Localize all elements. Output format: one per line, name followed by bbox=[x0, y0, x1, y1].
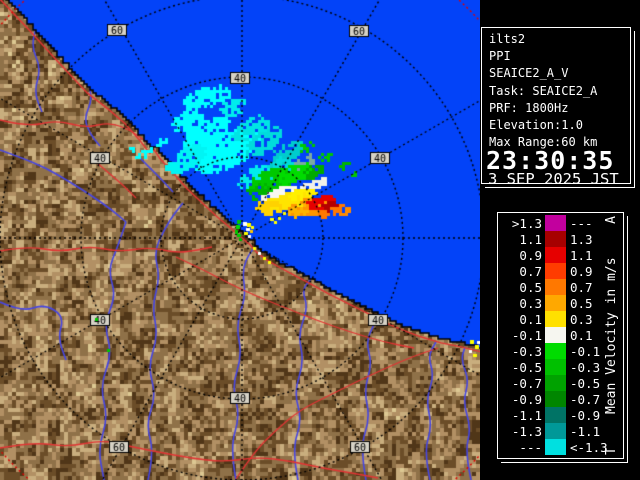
legend-color-swatch bbox=[545, 215, 566, 231]
legend-lower-bound: -0.3 bbox=[511, 343, 542, 359]
info-line-5: Elevation:1.0 bbox=[489, 118, 583, 133]
legend-upper-bound: -0.3 bbox=[570, 359, 601, 375]
legend-color-swatch bbox=[545, 231, 566, 247]
legend-row-14: --- <-1.3 bbox=[502, 439, 608, 455]
legend-color-swatch bbox=[545, 279, 566, 295]
legend-color-swatch bbox=[545, 247, 566, 263]
legend-color-swatch bbox=[545, 343, 566, 359]
velocity-legend-panel: >1.3 --- 1.1 1.3 0.9 1.1 0.7 0.9 0.5 0.7 0.3 0.5 0.1… bbox=[497, 212, 624, 459]
legend-color-swatch bbox=[545, 359, 566, 375]
legend-lower-bound: --- bbox=[519, 439, 542, 455]
legend-lower-bound: -0.9 bbox=[511, 391, 542, 407]
legend-upper-bound: -1.1 bbox=[570, 423, 601, 439]
info-line-2: SEAICE2_A_V bbox=[489, 66, 569, 81]
legend-color-swatch bbox=[545, 311, 566, 327]
legend-lower-bound: 0.1 bbox=[519, 311, 542, 327]
legend-lower-bound: 1.1 bbox=[519, 231, 542, 247]
info-panel: ilts2 PPI SEAICE2_A_V Task: SEAICE2_A PRF: 1… bbox=[481, 27, 631, 188]
legend-toward-char: T bbox=[604, 447, 619, 455]
info-line-0: ilts2 bbox=[489, 32, 526, 46]
legend-row-12: -1.1 -0.9 bbox=[502, 407, 608, 423]
info-line-1: PPI bbox=[489, 49, 511, 64]
legend-upper-bound: -0.7 bbox=[570, 391, 601, 407]
legend-color-swatch bbox=[545, 439, 566, 455]
ppi-map bbox=[0, 0, 480, 480]
legend-upper-bound: -0.9 bbox=[570, 407, 601, 423]
legend-row-0: >1.3 --- bbox=[502, 215, 608, 231]
legend-upper-bound: 0.3 bbox=[570, 311, 593, 327]
legend-color-swatch bbox=[545, 327, 566, 343]
legend-upper-bound: -0.5 bbox=[570, 375, 601, 391]
legend-row-5: 0.3 0.5 bbox=[502, 295, 608, 311]
legend-row-9: -0.5 -0.3 bbox=[502, 359, 608, 375]
info-lines: ilts2 PPI SEAICE2_A_V Task: SEAICE2_A PRF: 1… bbox=[489, 31, 628, 151]
legend-upper-bound: 0.9 bbox=[570, 263, 593, 279]
legend-lower-bound: -0.1 bbox=[511, 327, 542, 343]
legend-lower-bound: -0.5 bbox=[511, 359, 542, 375]
legend-color-swatch bbox=[545, 375, 566, 391]
legend-color-swatch bbox=[545, 263, 566, 279]
legend-upper-bound: 1.1 bbox=[570, 247, 593, 263]
legend-lower-bound: 0.7 bbox=[519, 263, 542, 279]
legend-lower-bound: -0.7 bbox=[511, 375, 542, 391]
legend-row-4: 0.5 0.7 bbox=[502, 279, 608, 295]
legend-upper-bound: --- bbox=[570, 215, 593, 231]
legend-lower-bound: 0.3 bbox=[519, 295, 542, 311]
legend-upper-bound: <-1.3 bbox=[570, 439, 608, 455]
legend-lower-bound: -1.3 bbox=[511, 423, 542, 439]
legend-away-char: A bbox=[604, 216, 619, 224]
legend-axis-label: Mean Velocity in m/s bbox=[604, 257, 619, 414]
legend-row-6: 0.1 0.3 bbox=[502, 311, 608, 327]
legend-upper-bound: 0.7 bbox=[570, 279, 593, 295]
legend-row-10: -0.7 -0.5 bbox=[502, 375, 608, 391]
legend-color-swatch bbox=[545, 407, 566, 423]
legend-lower-bound: >1.3 bbox=[511, 215, 542, 231]
legend-row-8: -0.3 -0.1 bbox=[502, 343, 608, 359]
info-line-3: Task: SEAICE2_A bbox=[489, 83, 598, 98]
legend-row-13: -1.3 -1.1 bbox=[502, 423, 608, 439]
legend-row-1: 1.1 1.3 bbox=[502, 231, 608, 247]
legend-row-3: 0.7 0.9 bbox=[502, 263, 608, 279]
legend-rows: >1.3 --- 1.1 1.3 0.9 1.1 0.7 0.9 0.5 0.7 0.3 0.5 0.1… bbox=[502, 215, 608, 455]
legend-upper-bound: 0.5 bbox=[570, 295, 593, 311]
info-line-6: Max Range:60 km bbox=[489, 135, 598, 150]
legend-row-2: 0.9 1.1 bbox=[502, 247, 608, 263]
legend-upper-bound: 1.3 bbox=[570, 231, 593, 247]
legend-lower-bound: -1.1 bbox=[511, 407, 542, 423]
legend-upper-bound: -0.1 bbox=[570, 343, 601, 359]
legend-row-7: -0.1 0.1 bbox=[502, 327, 608, 343]
clock: 23:30:35 bbox=[486, 146, 615, 175]
legend-lower-bound: 0.9 bbox=[519, 247, 542, 263]
legend-upper-bound: 0.1 bbox=[570, 327, 593, 343]
legend-lower-bound: 0.5 bbox=[519, 279, 542, 295]
legend-color-swatch bbox=[545, 295, 566, 311]
legend-color-swatch bbox=[545, 391, 566, 407]
legend-color-swatch bbox=[545, 423, 566, 439]
info-line-4: PRF: 1800Hz bbox=[489, 100, 569, 115]
date-line: 3 SEP 2025 JST bbox=[488, 170, 628, 188]
legend-row-11: -0.9 -0.7 bbox=[502, 391, 608, 407]
